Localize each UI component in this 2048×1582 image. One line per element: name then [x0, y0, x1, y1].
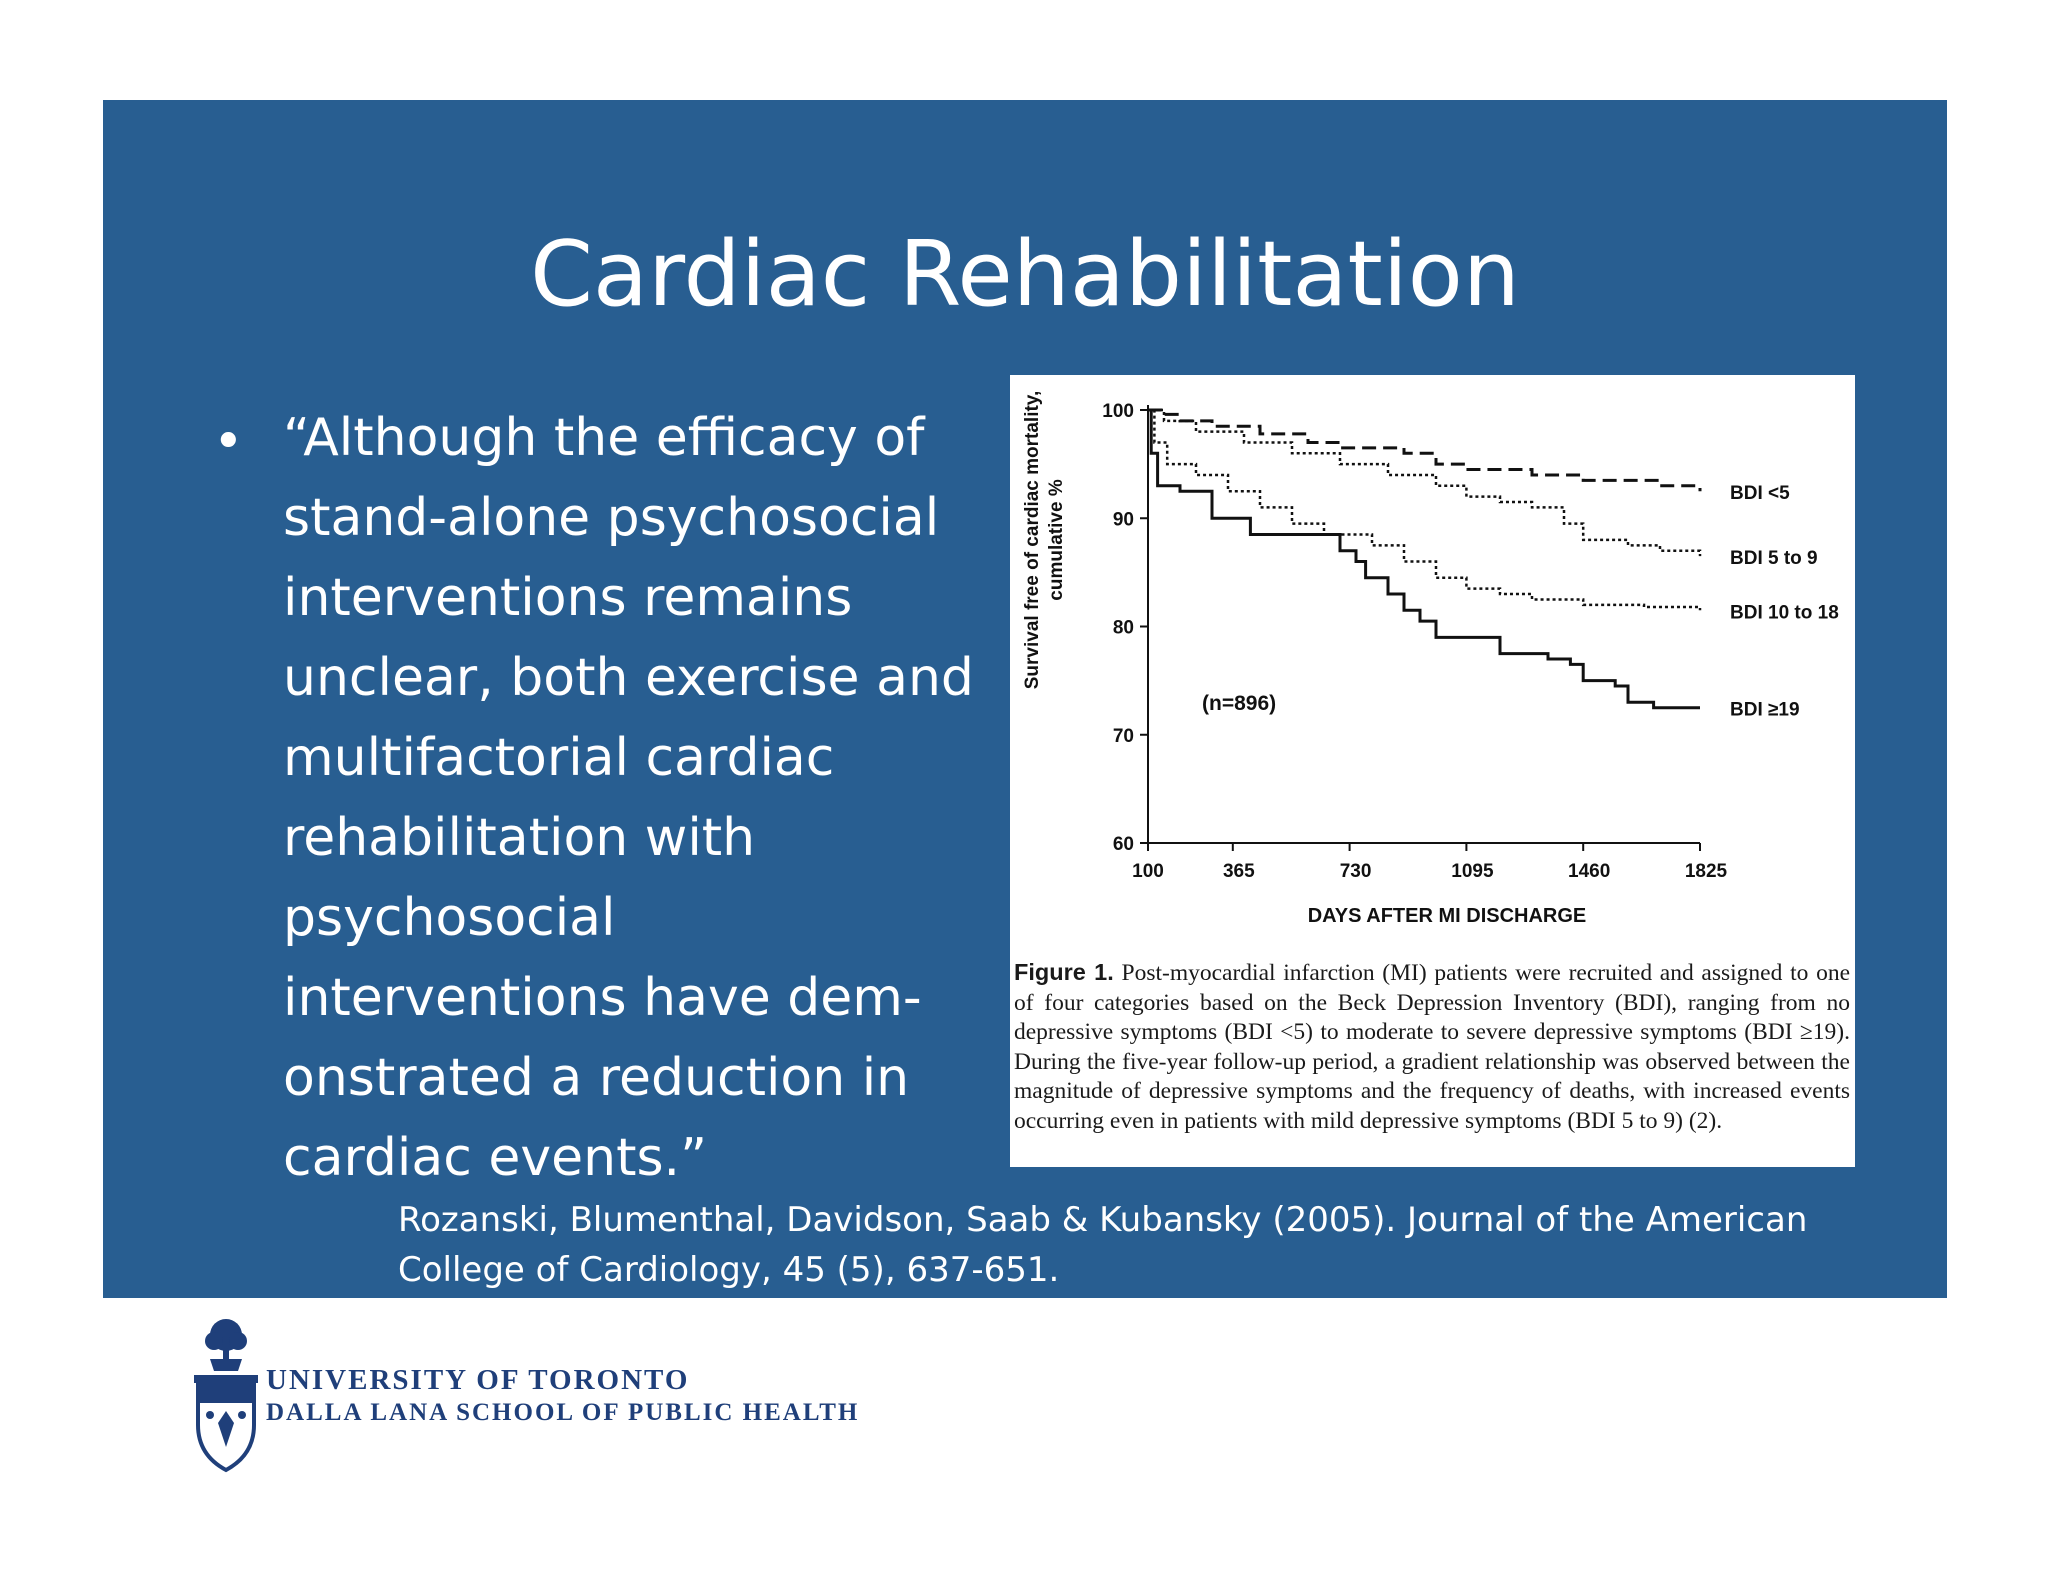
- y-tick-label: 70: [1113, 726, 1134, 747]
- survival-chart: 60 70 80 90 100 100 365 730 1095 1460 1825 BDI <5 B…: [1022, 391, 1839, 927]
- citation-line: College of Cardiology, 45 (5), 637-651.: [398, 1250, 1060, 1290]
- quote-line: interventions have dem-: [283, 968, 922, 1028]
- x-tick-label: 1095: [1451, 861, 1494, 882]
- x-tick-label: 1460: [1568, 861, 1610, 882]
- x-tick-label: 1825: [1685, 861, 1728, 882]
- caption-label: Figure 1.: [1014, 959, 1114, 985]
- series-line: [1148, 408, 1702, 611]
- quote-line: cardiac events.”: [283, 1128, 708, 1188]
- figure-caption: Figure 1. Post-myocardial infarction (MI…: [1014, 958, 1850, 1136]
- series-line: [1148, 408, 1702, 492]
- quote-text: “Although the efficacy of stand-alone ps…: [283, 398, 1003, 1198]
- x-axis-label: DAYS AFTER MI DISCHARGE: [1308, 905, 1587, 927]
- x-tick-label: 730: [1340, 861, 1372, 882]
- slide-title: Cardiac Rehabilitation: [530, 222, 1520, 327]
- legend-label: BDI ≥19: [1730, 700, 1800, 721]
- quote-line: multifactorial cardiac: [283, 728, 835, 788]
- caption-text: Post-myocardial infarction (MI) patients…: [1014, 960, 1850, 1134]
- figure-image: 60 70 80 90 100 100 365 730 1095 1460 1825 BDI <5 B…: [1010, 375, 1855, 1167]
- university-logo: UNIVERSITY OF TORONTO DALLA LANA SCHOOL …: [190, 1315, 910, 1480]
- legend-label: BDI <5: [1730, 483, 1790, 504]
- quote-line: interventions remains: [283, 568, 853, 628]
- logo-line-1: UNIVERSITY OF TORONTO: [266, 1364, 690, 1396]
- y-tick-label: 100: [1102, 401, 1134, 422]
- y-axis-label-line: cumulative %: [1046, 479, 1067, 601]
- quote-line: stand-alone psychosocial: [283, 488, 940, 548]
- citation: Rozanski, Blumenthal, Davidson, Saab & K…: [398, 1195, 1807, 1295]
- crest-icon: [194, 1319, 258, 1473]
- logo-text: UNIVERSITY OF TORONTO DALLA LANA SCHOOL …: [266, 1363, 859, 1429]
- quote-line: unclear, both exercise and: [283, 648, 974, 708]
- x-tick-label: 100: [1132, 861, 1164, 882]
- bullet-marker: •: [213, 412, 244, 472]
- series-line: [1148, 408, 1700, 710]
- n-label: (n=896): [1202, 692, 1276, 715]
- citation-line: Rozanski, Blumenthal, Davidson, Saab & K…: [398, 1200, 1808, 1240]
- quote-line: onstrated a reduction in: [283, 1048, 910, 1108]
- x-tick-label: 365: [1223, 861, 1255, 882]
- y-axis-label-line: Survival free of cardiac mortality,: [1022, 391, 1043, 690]
- legend-label: BDI 5 to 9: [1730, 548, 1818, 569]
- y-tick-label: 90: [1113, 509, 1134, 530]
- quote-line: “Although the efficacy of: [283, 408, 925, 468]
- y-tick-label: 80: [1113, 618, 1134, 639]
- series-line: [1148, 408, 1702, 557]
- y-tick-label: 60: [1113, 834, 1134, 855]
- quote-line: psychosocial: [283, 888, 616, 948]
- quote-line: rehabilitation with: [283, 808, 756, 868]
- y-axis-label: Survival free of cardiac mortality, cumul…: [1022, 391, 1067, 690]
- legend-label: BDI 10 to 18: [1730, 602, 1839, 623]
- logo-line-2: DALLA LANA SCHOOL OF PUBLIC HEALTH: [266, 1399, 860, 1426]
